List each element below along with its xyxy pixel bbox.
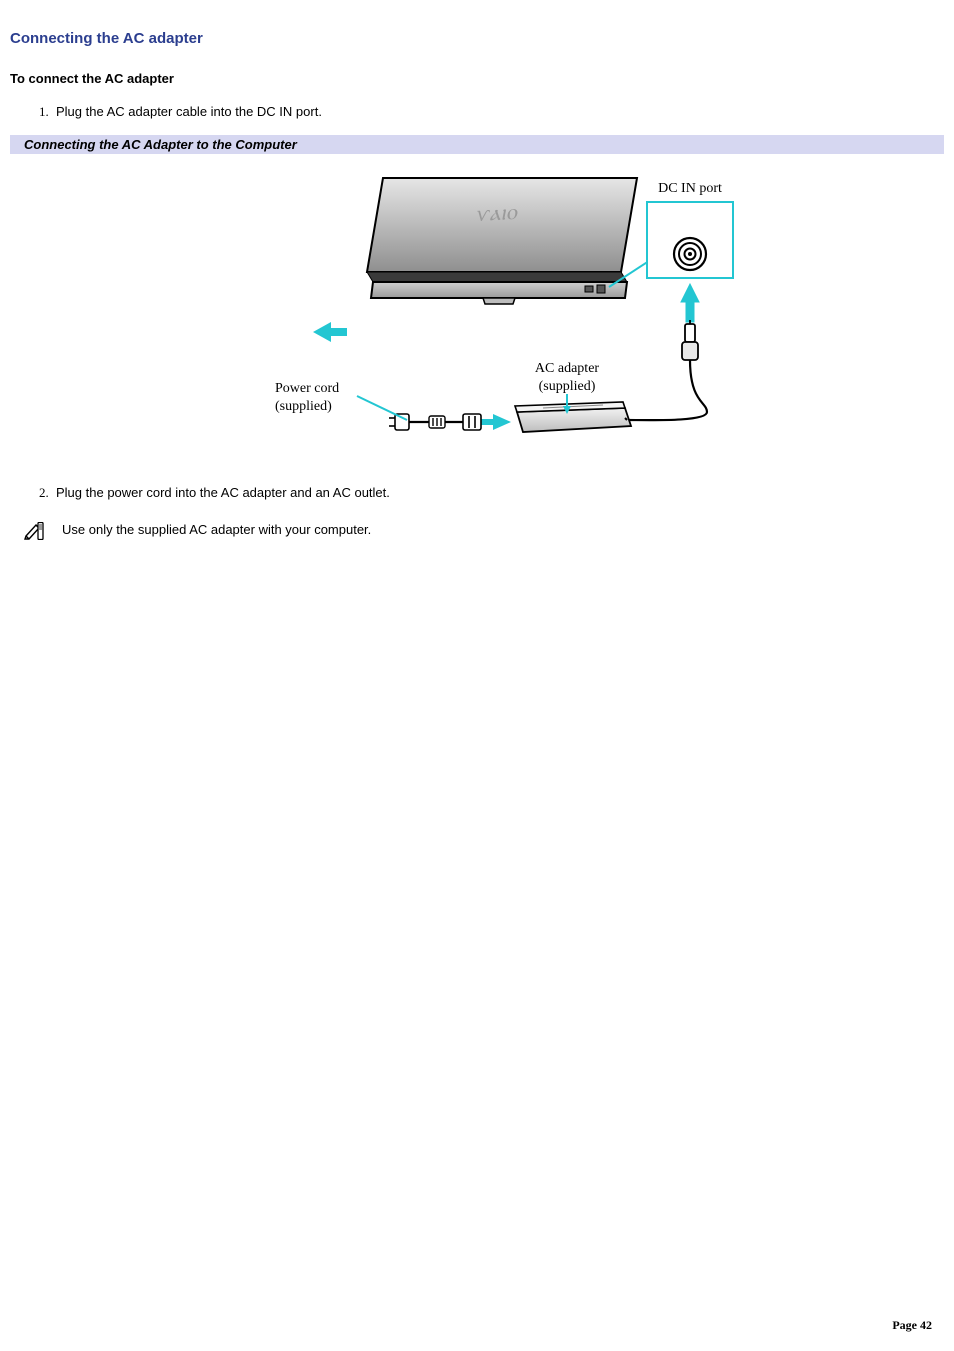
- iec-plug: [463, 414, 481, 430]
- dc-in-label: DC IN port: [658, 181, 722, 196]
- step-list: Plug the AC adapter cable into the DC IN…: [10, 104, 944, 119]
- plug-connector: [682, 320, 698, 360]
- list-item: Plug the AC adapter cable into the DC IN…: [52, 104, 944, 119]
- note-icon: [24, 522, 44, 540]
- ac-adapter-label-1: AC adapter: [535, 361, 599, 376]
- connection-diagram: ⱱⲁⲓⲟ: [207, 162, 747, 467]
- arrow-left-icon: [313, 322, 347, 342]
- dc-in-inset: DC IN port: [647, 181, 733, 278]
- note-row: Use only the supplied AC adapter with yo…: [10, 522, 944, 540]
- sub-heading: To connect the AC adapter: [10, 71, 944, 86]
- document-page: Connecting the AC adapter To connect the…: [0, 0, 954, 1351]
- power-cord-label-1: Power cord: [275, 381, 339, 396]
- ac-adapter-illustration: [515, 402, 631, 432]
- ac-adapter-label-2: (supplied): [539, 379, 596, 394]
- figure-container: ⱱⲁⲓⲟ: [10, 162, 944, 467]
- laptop-illustration: ⱱⲁⲓⲟ: [367, 178, 637, 304]
- list-item: Plug the power cord into the AC adapter …: [52, 485, 944, 500]
- power-cord-label-2: (supplied): [275, 399, 332, 414]
- section-title: Connecting the AC adapter: [10, 30, 944, 47]
- arrow-right-icon: [481, 414, 511, 430]
- svg-text:ⱱⲁⲓⲟ: ⱱⲁⲓⲟ: [476, 199, 519, 226]
- step-list-continued: Plug the power cord into the AC adapter …: [10, 485, 944, 500]
- arrow-up-icon: [681, 284, 699, 322]
- note-text: Use only the supplied AC adapter with yo…: [62, 522, 371, 537]
- page-number: Page 42: [892, 1318, 932, 1333]
- figure-caption-bar: Connecting the AC Adapter to the Compute…: [10, 135, 944, 154]
